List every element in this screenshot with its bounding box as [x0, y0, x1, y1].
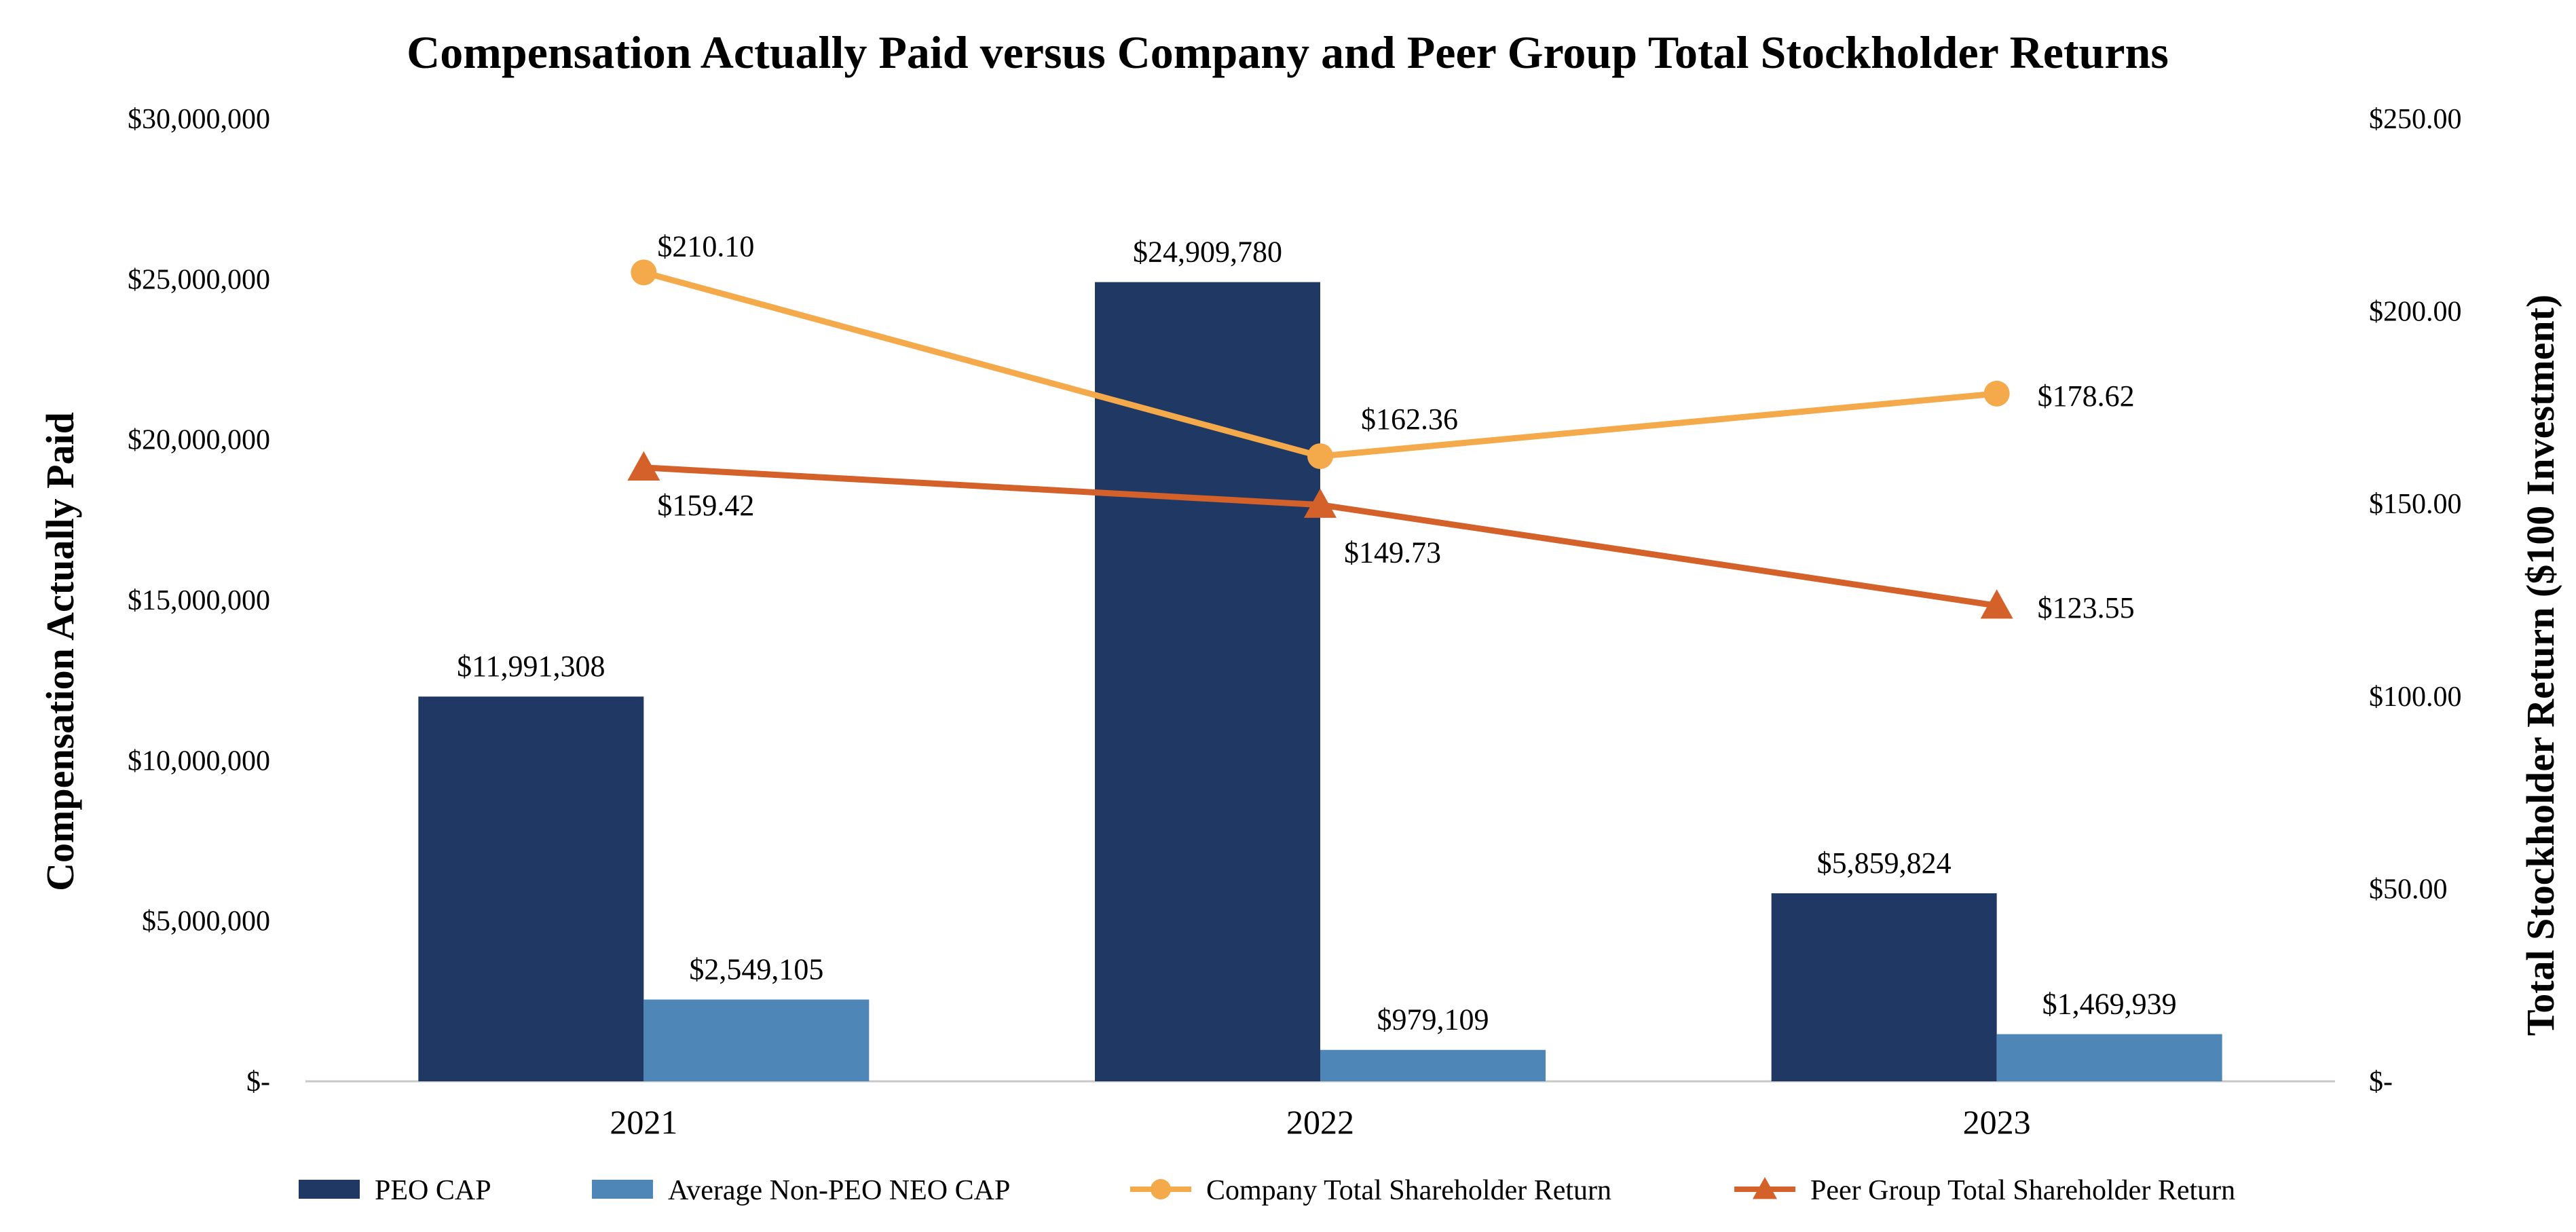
y2-axis-title: Total Stockholder Return ($100 Investmen… — [2518, 295, 2562, 1036]
bar-value-label: $979,109 — [1377, 1003, 1489, 1037]
right-tick-label: $250.00 — [2369, 104, 2462, 135]
marker-peer-group-total-shareholder-return — [627, 451, 660, 481]
line-value-label: $159.42 — [657, 489, 754, 522]
right-tick-label: $200.00 — [2369, 297, 2462, 328]
bar-value-label: $2,549,105 — [689, 953, 823, 986]
category-label: 2023 — [1963, 1103, 2031, 1141]
bar-value-label: $1,469,939 — [2042, 988, 2177, 1021]
left-tick-label: $5,000,000 — [142, 906, 270, 937]
category-label: 2022 — [1286, 1103, 1354, 1141]
category-label: 2021 — [610, 1103, 677, 1141]
bar-average-non-peo-neo-cap-2022 — [1320, 1049, 1546, 1081]
line-value-label: $123.55 — [2038, 591, 2135, 624]
bar-average-non-peo-neo-cap-2023 — [1996, 1034, 2222, 1081]
left-tick-label: $20,000,000 — [128, 425, 270, 456]
line-value-label: $178.62 — [2038, 379, 2135, 413]
right-tick-label: $- — [2369, 1066, 2393, 1098]
bar-peo-cap-2021 — [418, 696, 644, 1081]
bar-series: $11,991,308 $24,909,780 $5,859,824 $2,549,1… — [418, 236, 2222, 1082]
right-tick-label: $100.00 — [2369, 682, 2462, 713]
bar-value-label: $5,859,824 — [1817, 846, 1952, 880]
right-axis-ticks: $- $50.00 $100.00 $150.00 $200.00 $250.00 — [2369, 104, 2462, 1098]
bar-peo-cap-2023 — [1771, 893, 1997, 1081]
line-series: $210.10 $162.36 $178.62 $159.42 $149.73 $123.… — [627, 229, 2135, 624]
legend-marker — [1753, 1177, 1777, 1199]
legend-item-company-total-shareholder-return: Company Total Shareholder Return — [1130, 1175, 1611, 1206]
y-axis-title: Compensation Actually Paid — [38, 412, 82, 891]
marker-company-total-shareholder-return — [631, 259, 657, 286]
left-tick-label: $25,000,000 — [128, 264, 270, 295]
bar-average-non-peo-neo-cap-2021 — [643, 999, 870, 1081]
legend-label: Peer Group Total Shareholder Return — [1810, 1175, 2235, 1206]
legend-item-peer-group-total-shareholder-return: Peer Group Total Shareholder Return — [1734, 1175, 2235, 1206]
line-value-label: $162.36 — [1361, 403, 1458, 436]
legend-item-average-non-peo-neo-cap: Average Non-PEO NEO CAP — [592, 1175, 1010, 1206]
marker-company-total-shareholder-return — [1983, 380, 2010, 407]
legend-label: PEO CAP — [375, 1175, 491, 1206]
marker-company-total-shareholder-return — [1307, 443, 1333, 470]
line-value-label: $149.73 — [1344, 536, 1441, 570]
left-tick-label: $- — [246, 1066, 270, 1098]
marker-peer-group-total-shareholder-return — [1304, 488, 1337, 518]
right-tick-label: $150.00 — [2369, 489, 2462, 520]
line-value-label: $210.10 — [657, 229, 754, 263]
legend-item-peo-cap: PEO CAP — [299, 1175, 491, 1206]
left-tick-label: $30,000,000 — [128, 104, 270, 135]
right-tick-label: $50.00 — [2369, 874, 2448, 905]
bar-value-label: $24,909,780 — [1133, 236, 1282, 269]
legend-label: Average Non-PEO NEO CAP — [668, 1175, 1010, 1206]
bar-peo-cap-2022 — [1095, 282, 1320, 1082]
legend-swatch — [592, 1180, 653, 1199]
marker-peer-group-total-shareholder-return — [1980, 589, 2013, 619]
legend-swatch — [299, 1180, 360, 1199]
chart-title: Compensation Actually Paid versus Compan… — [407, 26, 2169, 78]
left-axis-ticks: $- $5,000,000 $10,000,000 $15,000,000 $20,00… — [128, 104, 270, 1098]
legend-marker — [1151, 1179, 1171, 1199]
left-tick-label: $10,000,000 — [128, 745, 270, 777]
bar-value-label: $11,991,308 — [457, 650, 605, 683]
left-tick-label: $15,000,000 — [128, 585, 270, 616]
category-labels: 2021 2022 2023 — [610, 1103, 2030, 1141]
legend: PEO CAP Average Non-PEO NEO CAP Company To… — [299, 1175, 2235, 1206]
legend-label: Company Total Shareholder Return — [1206, 1175, 1611, 1206]
